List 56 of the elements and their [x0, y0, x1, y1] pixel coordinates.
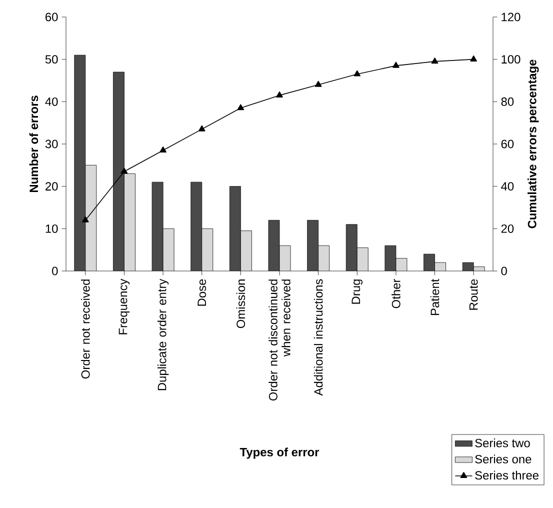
- y-tick-label: 50: [45, 55, 58, 64]
- point: [431, 58, 438, 64]
- bar: [152, 182, 164, 271]
- point: [120, 168, 128, 174]
- point: [82, 216, 89, 222]
- bar: [85, 165, 96, 271]
- bar: [357, 248, 368, 271]
- y-tick-label: 10: [46, 224, 58, 233]
- point: [354, 70, 361, 76]
- point: [470, 55, 478, 62]
- y-tick-label: 60: [46, 12, 58, 22]
- x-tick-label: Frequency: [118, 278, 130, 334]
- bar: [190, 182, 202, 271]
- x-tick-label: Duplicate order entry: [157, 278, 169, 390]
- y2-axis-title: Cumulative errors percentage: [528, 60, 539, 228]
- x-tick-label: Order not received: [81, 280, 90, 379]
- y-tick-label: 30: [45, 140, 58, 148]
- point: [237, 104, 244, 110]
- y-tick-label: 40: [45, 97, 58, 106]
- point: [276, 91, 283, 98]
- point: [198, 125, 206, 132]
- bar: [307, 220, 318, 271]
- y2-tick-label: 120: [502, 12, 520, 22]
- x-tick-label: Patient: [430, 278, 440, 316]
- bar: [318, 246, 330, 271]
- y2-tick-label: 100: [502, 55, 520, 64]
- y-tick-label: 0: [52, 266, 58, 276]
- y-tick-label: 20: [46, 182, 58, 191]
- legend-label: Series three: [475, 470, 539, 480]
- bar: [124, 174, 136, 271]
- bar: [424, 254, 435, 271]
- bar: [230, 186, 241, 271]
- point: [314, 80, 322, 87]
- bar: [240, 230, 252, 271]
- x-tick-label: Dose: [198, 279, 206, 306]
- x-axis-title: Types of error: [240, 448, 320, 459]
- y2-tick-label: 80: [501, 97, 514, 106]
- x-tick-label: Drug: [352, 280, 362, 304]
- bar: [74, 55, 86, 271]
- point: [392, 62, 400, 68]
- y2-tick-label: 0: [501, 266, 507, 276]
- x-tick-label: Other: [392, 278, 400, 308]
- legend-label: Series one: [475, 454, 532, 464]
- bar: [113, 72, 124, 271]
- y2-tick-label: 60: [501, 140, 514, 148]
- x-tick-label: Order not discontinued when received: [268, 280, 290, 400]
- bar: [346, 224, 358, 271]
- x-tick-label: Omission: [236, 280, 246, 328]
- legend-label: Series two: [475, 438, 530, 448]
- y2-tick-label: 40: [501, 182, 514, 191]
- y2-tick-label: 20: [501, 224, 514, 233]
- x-tick-label: Route: [469, 279, 478, 310]
- point: [160, 146, 166, 152]
- x-tick-label: Additional instructions: [314, 279, 323, 396]
- y-axis-title: Number of errors: [29, 96, 38, 192]
- bar: [202, 228, 213, 271]
